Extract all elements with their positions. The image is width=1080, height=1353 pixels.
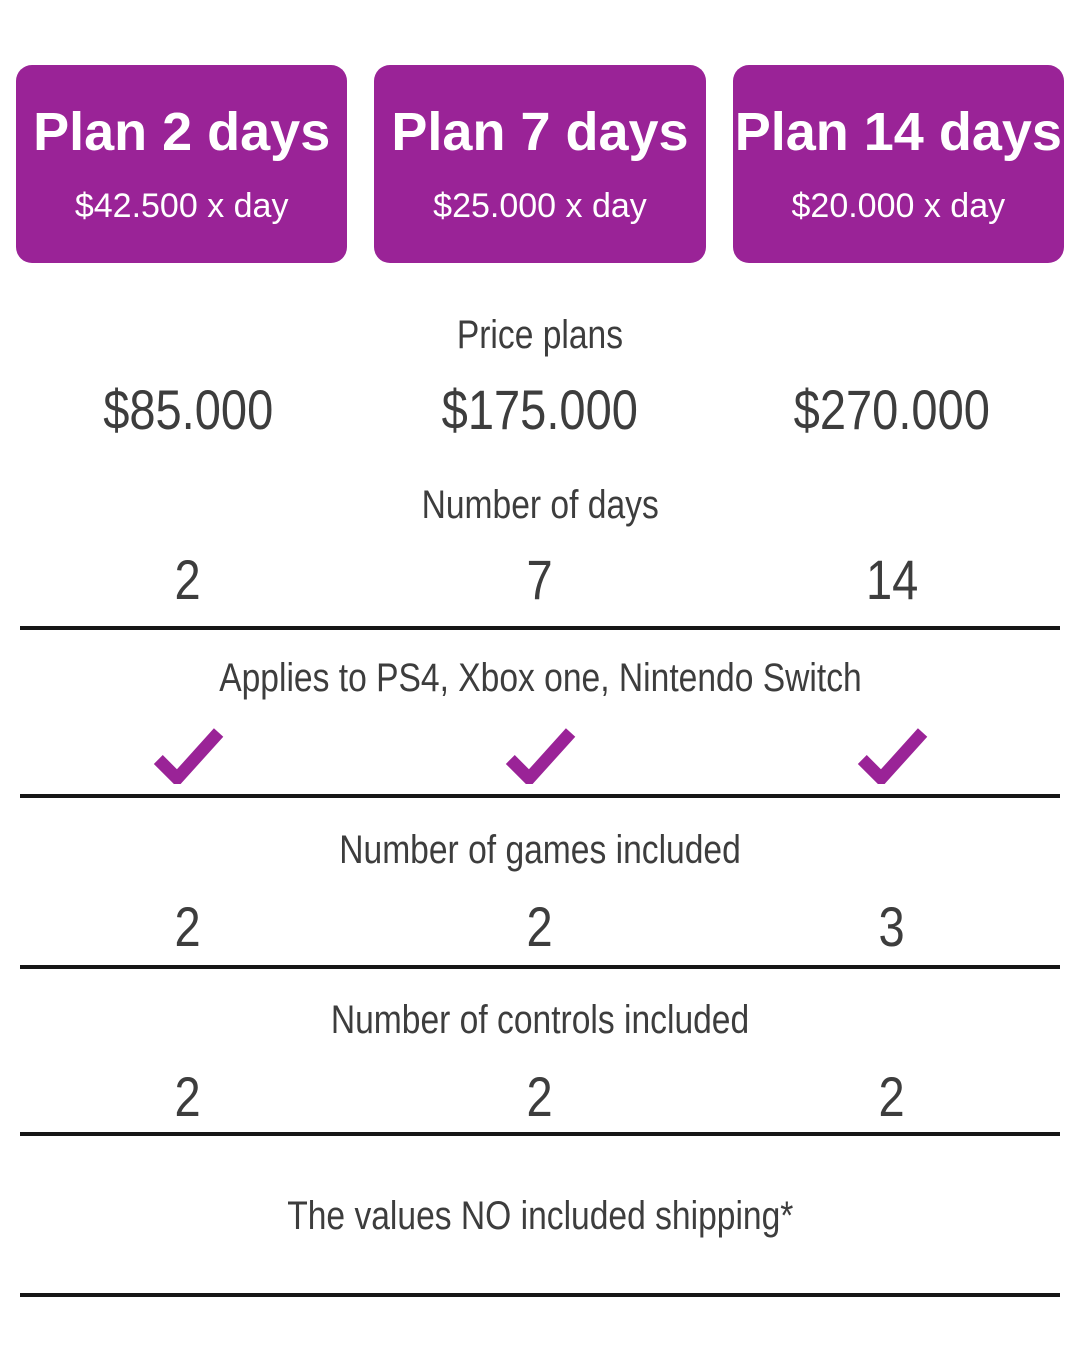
days-count-row: 2 7 14 [0, 549, 1080, 611]
divider [20, 1132, 1060, 1136]
section-label-games: Number of games included [339, 828, 741, 872]
plan-title: Plan 7 days [391, 102, 689, 162]
controls-count-cell: 2 [526, 1065, 554, 1128]
games-count-cell: 3 [878, 895, 906, 958]
divider [20, 794, 1060, 798]
games-count-row: 2 2 3 [0, 896, 1080, 958]
section-label-consoles: Applies to PS4, Xbox one, Nintendo Switc… [218, 656, 862, 700]
games-count-cell: 2 [174, 895, 202, 958]
controls-count-cell: 2 [878, 1065, 906, 1128]
consoles-check-row [0, 724, 1080, 786]
footnote: The values NO included shipping* [286, 1194, 794, 1238]
total-price-cell: $270.000 [793, 378, 991, 441]
plan-title: Plan 14 days [734, 102, 1062, 162]
days-count-cell: 7 [526, 548, 554, 611]
section-label-price-plans: Price plans [456, 313, 624, 357]
plan-title: Plan 2 days [33, 102, 331, 162]
plan-card-14-days[interactable]: Plan 14 days $20.000 x day [732, 65, 1064, 263]
days-count-cell: 14 [865, 548, 919, 611]
total-price-row: $85.000 $175.000 $270.000 [0, 379, 1080, 441]
plan-card-2-days[interactable]: Plan 2 days $42.500 x day [16, 65, 348, 263]
pricing-table: Plan 2 days $42.500 x day Plan 7 days $2… [0, 65, 1080, 1297]
divider [20, 626, 1060, 630]
check-icon [153, 728, 224, 784]
section-label-controls: Number of controls included [330, 998, 750, 1042]
plan-card-7-days[interactable]: Plan 7 days $25.000 x day [374, 65, 706, 263]
total-price-cell: $85.000 [102, 378, 274, 441]
plan-price-per-day: $20.000 x day [791, 187, 1006, 225]
plan-cards-row: Plan 2 days $42.500 x day Plan 7 days $2… [0, 65, 1080, 263]
divider [20, 1293, 1060, 1297]
total-price-cell: $175.000 [441, 378, 639, 441]
check-icon [857, 728, 928, 784]
controls-count-row: 2 2 2 [0, 1066, 1080, 1128]
controls-count-cell: 2 [174, 1065, 202, 1128]
days-count-cell: 2 [174, 548, 202, 611]
section-label-number-of-days: Number of days [421, 483, 659, 527]
plan-price-per-day: $25.000 x day [433, 187, 647, 225]
divider [20, 965, 1060, 969]
games-count-cell: 2 [526, 895, 554, 958]
check-icon [505, 728, 576, 784]
plan-price-per-day: $42.500 x day [74, 187, 289, 225]
